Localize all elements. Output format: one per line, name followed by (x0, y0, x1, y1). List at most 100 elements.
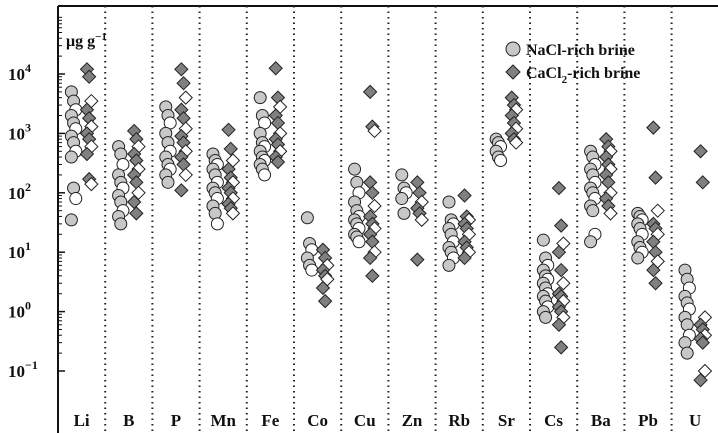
y-unit-label: μg g−1 (66, 31, 107, 50)
legend-marker-cacl2 (505, 64, 521, 80)
y-tick-label: 10−1 (8, 358, 38, 381)
point-cacl2-rb (457, 188, 472, 203)
category-label-mn: Mn (210, 411, 236, 430)
point-cacl2-li (84, 176, 99, 192)
point-cacl2-li (79, 146, 95, 162)
y-tick-label: 101 (8, 239, 31, 262)
point-cacl2-zn (414, 212, 429, 228)
y-axis-ticks: 10−1 100 101 102 103 104 (8, 16, 65, 381)
point-nacl-ba (586, 204, 600, 218)
y-tick-label: 104 (8, 61, 31, 84)
point-cacl2-zn (410, 252, 425, 267)
point-nacl-zn (395, 192, 409, 206)
y-tick-label: 100 (8, 299, 31, 322)
point-nacl-cs (536, 233, 550, 247)
category-label-b: B (123, 411, 134, 430)
point-cacl2-mn (223, 141, 238, 157)
y-tick-label: 103 (8, 120, 31, 143)
data-points (64, 61, 713, 388)
category-label-ba: Ba (591, 411, 611, 430)
point-nacl-fe (253, 91, 267, 105)
legend-label-nacl: NaCl-rich brine (526, 42, 635, 59)
point-nacl-co (300, 211, 314, 225)
point-nacl-b (114, 147, 128, 161)
point-cacl2-cs (553, 262, 569, 278)
point-nacl-li (64, 213, 78, 227)
point-cacl2-mn (221, 122, 236, 138)
point-cacl2-cu (365, 268, 380, 284)
point-nacl-pb (631, 251, 645, 265)
point-nacl-mn (210, 217, 224, 231)
point-nacl-sr (494, 153, 508, 167)
point-cacl2-pb (650, 203, 665, 218)
category-label-co: Co (307, 411, 328, 430)
point-cacl2-u (695, 335, 710, 350)
point-cacl2-co (317, 293, 333, 309)
category-label-sr: Sr (498, 411, 515, 430)
point-nacl-cs (539, 310, 553, 324)
category-label-p: P (171, 411, 181, 430)
point-cacl2-cu (362, 84, 378, 100)
point-cacl2-b (129, 206, 144, 221)
point-cacl2-cs (556, 276, 571, 291)
legend-label-cacl2: CaCl2-rich brine (526, 65, 640, 86)
point-cacl2-u (693, 372, 708, 388)
point-nacl-li (67, 181, 81, 195)
point-nacl-cu (348, 162, 362, 176)
point-cacl2-cu (362, 175, 378, 190)
point-cacl2-cs (551, 317, 567, 332)
point-cacl2-rb (457, 250, 472, 266)
category-label-rb: Rb (448, 411, 470, 430)
point-nacl-b (114, 217, 128, 231)
category-label-fe: Fe (261, 411, 279, 430)
point-cacl2-cs (553, 218, 569, 233)
legend-marker-nacl (505, 41, 521, 57)
point-nacl-ba (584, 235, 598, 249)
point-cacl2-co (315, 280, 331, 296)
point-cacl2-p (174, 183, 189, 198)
point-cacl2-pb (648, 170, 663, 185)
legend: NaCl-rich brine CaCl2-rich brine (505, 41, 640, 86)
point-cacl2-li (81, 69, 97, 84)
point-cacl2-p (176, 75, 191, 91)
point-nacl-fe (258, 168, 272, 182)
category-label-u: U (689, 411, 701, 430)
point-nacl-rb (442, 195, 456, 209)
point-cacl2-sr (508, 135, 524, 150)
point-nacl-u (680, 318, 694, 332)
point-cacl2-pb (646, 262, 661, 278)
point-nacl-rb (442, 258, 456, 272)
y-tick-label: 102 (8, 180, 31, 203)
point-cacl2-cu (367, 198, 382, 214)
point-cacl2-zn (410, 175, 425, 190)
point-cacl2-cu (365, 185, 380, 201)
point-cacl2-u (695, 175, 710, 190)
point-nacl-u (678, 336, 692, 350)
point-cacl2-p (178, 90, 193, 105)
point-cacl2-p (178, 167, 193, 183)
category-labels: Li B P Mn Fe Co Cu Zn Rb Sr Cs Ba Pb U (74, 411, 702, 430)
point-cacl2-cu (362, 250, 378, 266)
category-label-li: Li (74, 411, 90, 430)
category-label-zn: Zn (402, 411, 423, 430)
point-cacl2-fe (270, 154, 286, 170)
point-cacl2-cs (551, 244, 567, 260)
point-cacl2-cu (367, 123, 382, 139)
point-nacl-p (161, 175, 175, 189)
point-cacl2-p (174, 62, 189, 77)
point-cacl2-u (693, 144, 708, 159)
point-nacl-cu (350, 175, 364, 189)
point-nacl-u (680, 346, 694, 360)
point-cacl2-mn (225, 206, 241, 221)
category-label-cs: Cs (544, 411, 563, 430)
point-nacl-zn (395, 168, 409, 182)
point-cacl2-cs (553, 340, 569, 355)
category-label-pb: Pb (638, 411, 658, 430)
point-cacl2-pb (646, 120, 661, 135)
point-nacl-zn (397, 206, 411, 220)
point-nacl-cu (352, 235, 366, 249)
category-label-cu: Cu (354, 411, 376, 430)
point-cacl2-ba (603, 206, 618, 221)
point-cacl2-pb (648, 276, 663, 291)
